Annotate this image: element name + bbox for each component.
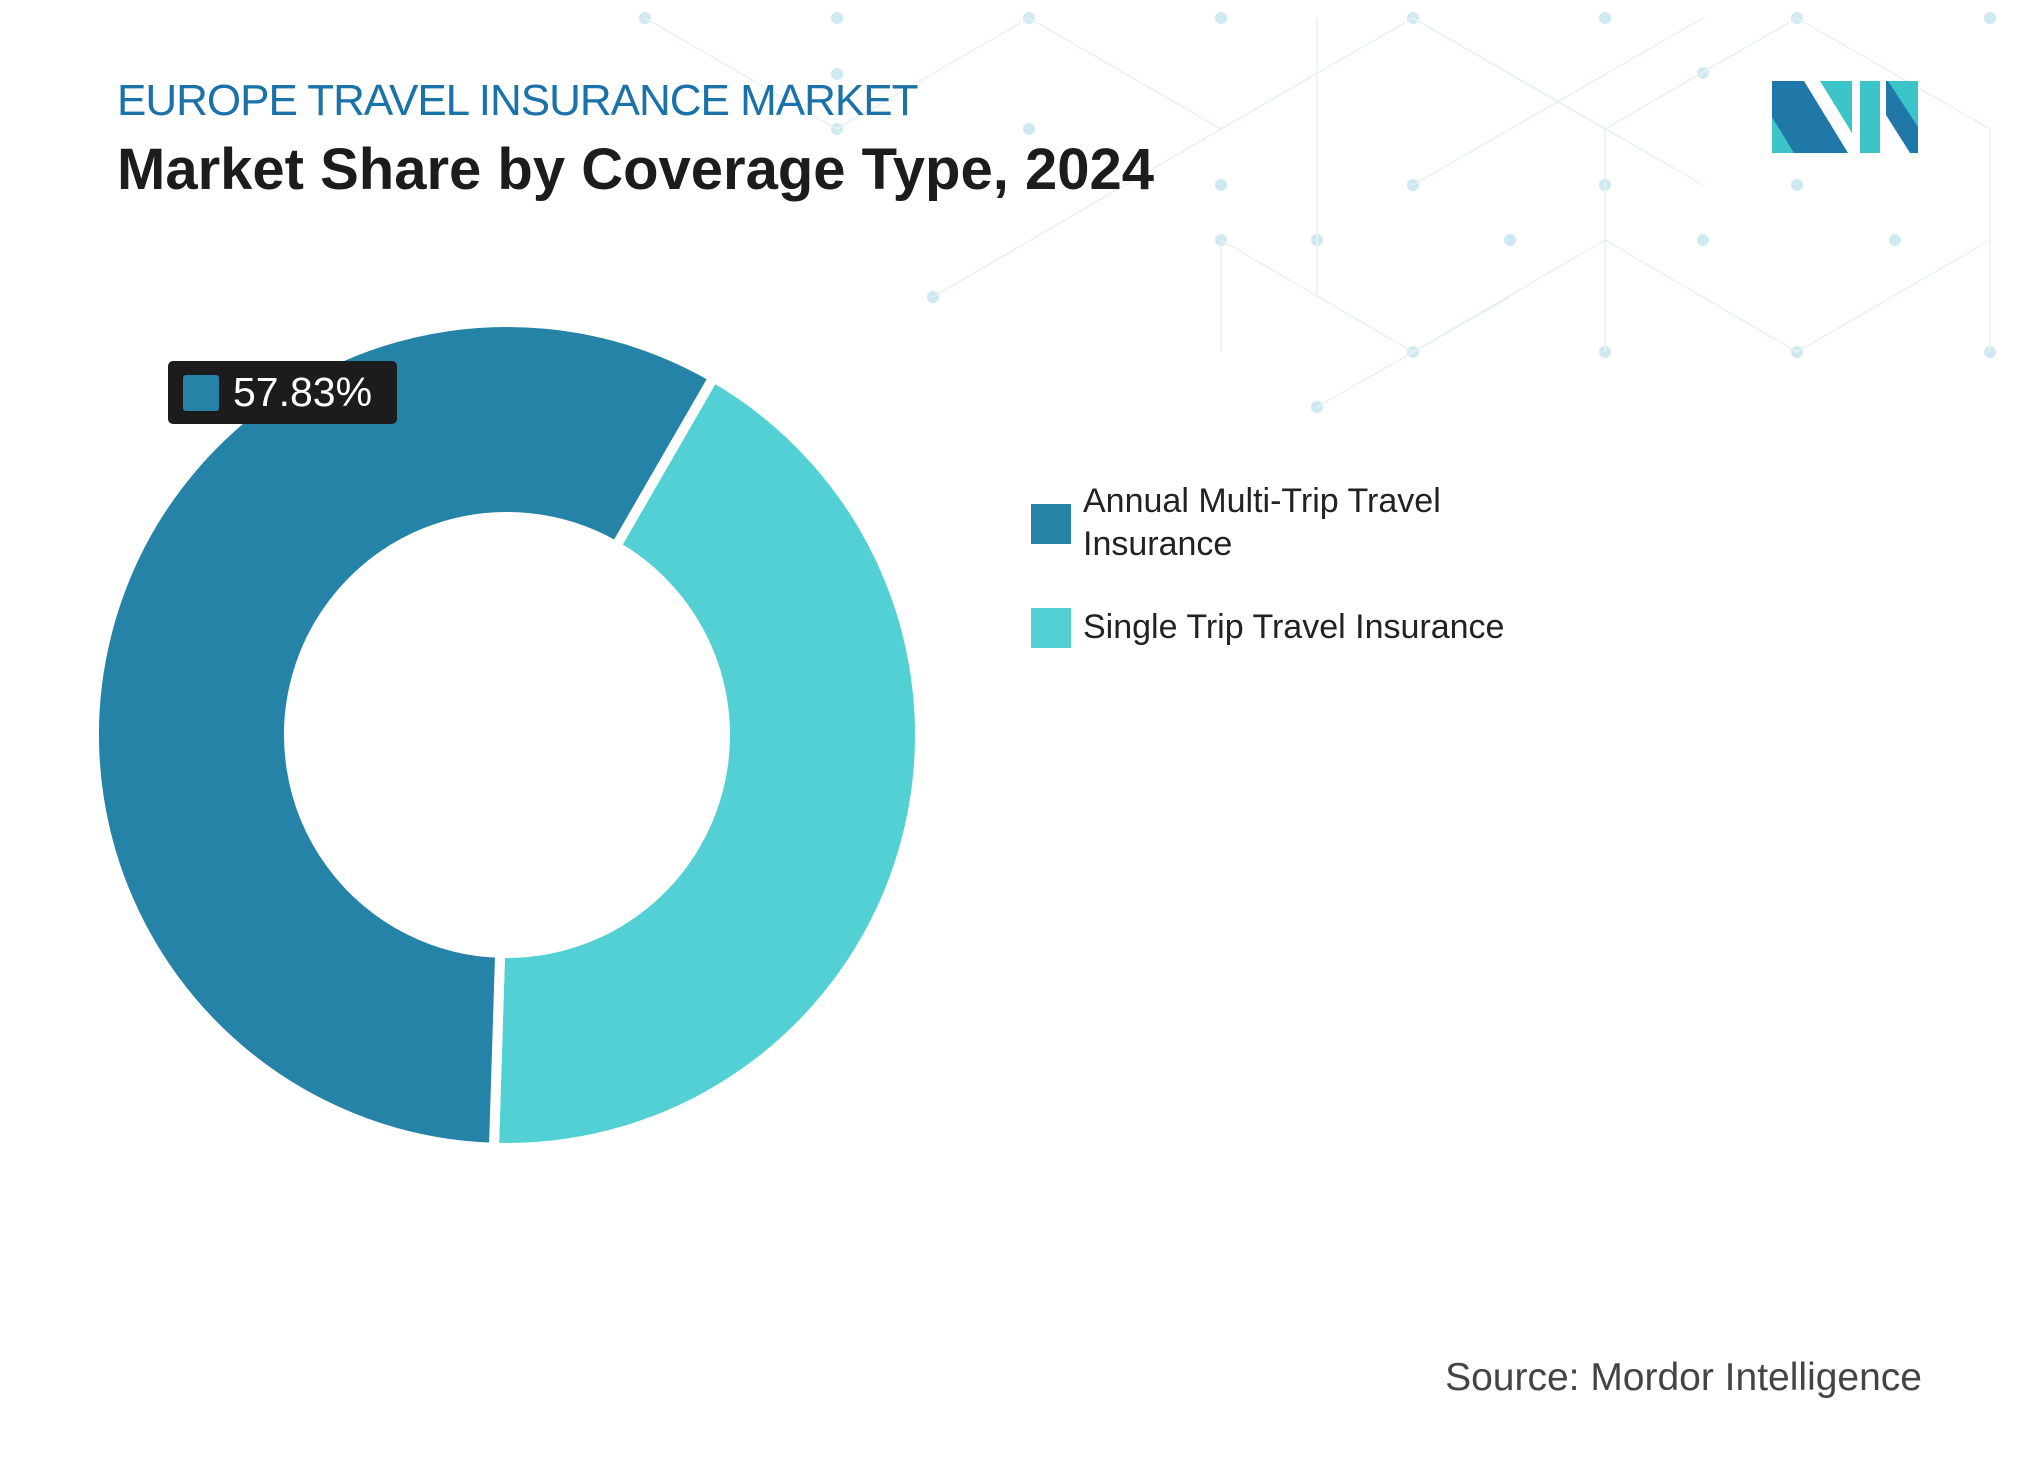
data-label-annual: 57.83% bbox=[168, 361, 397, 424]
legend-swatch-annual bbox=[1031, 504, 1071, 544]
legend: Annual Multi-Trip Travel Insurance Singl… bbox=[1031, 480, 1563, 689]
legend-item-annual: Annual Multi-Trip Travel Insurance bbox=[1031, 480, 1563, 566]
pattern-line bbox=[1796, 17, 1991, 130]
pattern-line bbox=[1796, 239, 1991, 353]
pattern-line bbox=[932, 128, 1222, 298]
legend-swatch-single bbox=[1031, 608, 1071, 648]
pattern-line bbox=[1604, 17, 1798, 130]
data-label-text: 57.83% bbox=[233, 369, 373, 415]
source-note: Source: Mordor Intelligence bbox=[1445, 1356, 1922, 1399]
pattern-dot bbox=[1889, 234, 1901, 246]
pattern-dot bbox=[831, 12, 843, 24]
pattern-dot bbox=[1023, 123, 1035, 135]
data-label-swatch bbox=[183, 374, 219, 411]
pattern-dot bbox=[1215, 179, 1227, 191]
pattern-line bbox=[836, 17, 1030, 130]
legend-label-single: Single Trip Travel Insurance bbox=[1083, 608, 1505, 646]
legend-label-annual: Annual Multi-Trip Travel Insurance bbox=[1083, 482, 1441, 563]
pattern-line bbox=[1316, 296, 1511, 408]
pattern-dot bbox=[831, 68, 843, 80]
chart-title: Market Share by Coverage Type, 2024 bbox=[117, 137, 1154, 202]
donut-slice-single bbox=[488, 370, 925, 1153]
donut-slice-annual bbox=[89, 317, 721, 1153]
pattern-dot bbox=[1984, 12, 1996, 24]
mordor-intelligence-logo bbox=[1772, 81, 1918, 153]
chart-subtitle: EUROPE TRAVEL INSURANCE MARKET bbox=[117, 76, 918, 125]
pattern-line bbox=[1028, 17, 1222, 130]
pattern-dot bbox=[1504, 234, 1516, 246]
pattern-dot bbox=[1215, 12, 1227, 24]
pattern-dot bbox=[1697, 234, 1709, 246]
pattern-line bbox=[644, 17, 838, 130]
pattern-line bbox=[1604, 239, 1798, 353]
pattern-line bbox=[1412, 17, 1704, 186]
pattern-dot bbox=[1599, 12, 1611, 24]
legend-item-single: Single Trip Travel Insurance bbox=[1031, 606, 1563, 649]
pattern-dot bbox=[1791, 179, 1803, 191]
